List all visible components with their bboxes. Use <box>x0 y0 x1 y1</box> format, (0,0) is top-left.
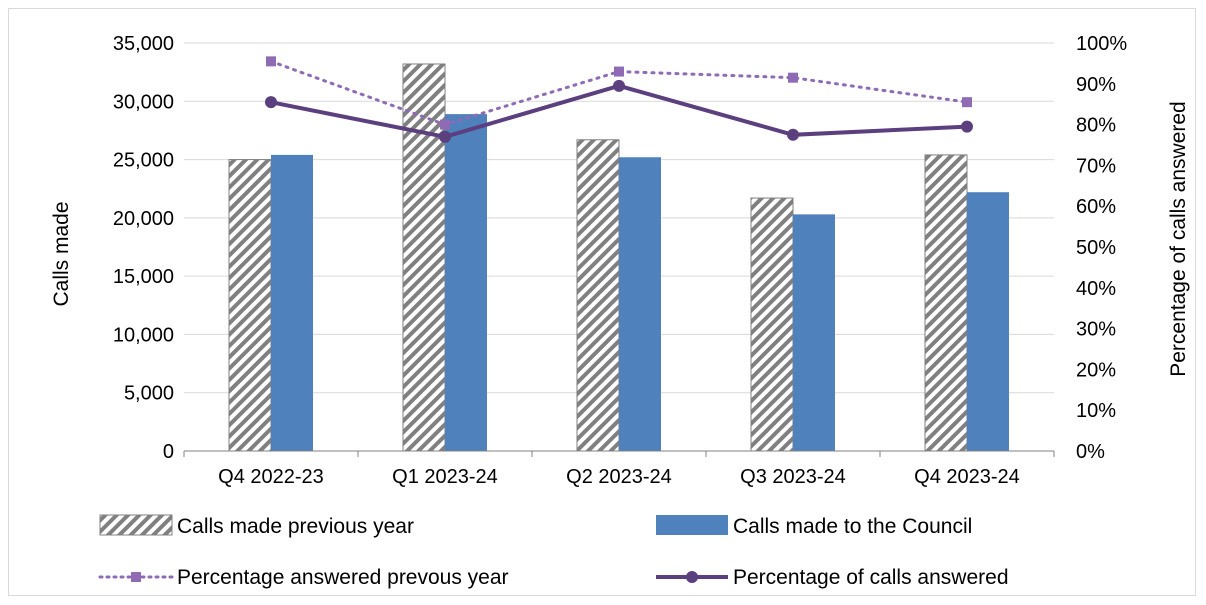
bar-calls-previous-year <box>228 159 272 452</box>
x-tick-label: Q2 2023-24 <box>566 466 672 488</box>
combo-chart: 0 5,000 10,000 15,000 20,000 25,000 30,000 35,0… <box>50 33 1190 589</box>
y2-tick-label: 40% <box>1076 278 1116 300</box>
y-tick-label: 30,000 <box>113 91 174 113</box>
marker-answered-previous-year <box>266 56 276 67</box>
legend-marker-calls-answered <box>686 571 698 583</box>
y2-axis-ticks: 0% 10% 20% 30% 40% 50% 60% 70% 80% 90% 100% <box>1076 33 1127 463</box>
y-tick-label: 15,000 <box>113 266 174 288</box>
y2-tick-label: 0% <box>1076 441 1105 463</box>
bar-calls-previous-year <box>924 154 968 452</box>
x-tick-label: Q1 2023-24 <box>392 466 498 488</box>
y2-tick-label: 100% <box>1076 33 1127 55</box>
x-axis-ticks: Q4 2022-23 Q1 2023-24 Q2 2023-24 Q3 2023-24… <box>183 451 1055 488</box>
y2-tick-label: 50% <box>1076 237 1116 259</box>
x-tick-label: Q4 2022-23 <box>218 466 324 488</box>
y2-tick-label: 30% <box>1076 319 1116 341</box>
bar-calls-council <box>967 192 1009 451</box>
legend-marker-answered-previous-year <box>131 572 141 582</box>
legend-label-calls-previous-year: Calls made previous year <box>177 515 414 538</box>
bar-calls-previous-year <box>750 197 794 452</box>
y2-tick-label: 90% <box>1076 74 1116 96</box>
marker-answered-previous-year <box>440 119 450 130</box>
y2-tick-label: 60% <box>1076 196 1116 218</box>
bar-calls-council <box>619 157 661 452</box>
marker-calls-answered <box>439 130 451 143</box>
chart-frame: 0 5,000 10,000 15,000 20,000 25,000 30,000 35,0… <box>8 8 1196 596</box>
legend-swatch-calls-previous-year <box>99 514 173 536</box>
marker-answered-previous-year <box>614 66 624 77</box>
marker-calls-answered <box>787 128 799 141</box>
y2-tick-label: 80% <box>1076 115 1116 137</box>
y-axis-title: Calls made <box>50 201 73 306</box>
x-tick-label: Q3 2023-24 <box>740 466 846 488</box>
y-tick-label: 0 <box>163 441 174 463</box>
y2-tick-label: 10% <box>1076 400 1116 422</box>
marker-calls-answered <box>613 79 625 92</box>
bar-calls-council <box>445 114 487 451</box>
y2-tick-label: 70% <box>1076 155 1116 177</box>
y-tick-label: 25,000 <box>113 150 174 172</box>
line-series <box>265 56 973 143</box>
legend-label-calls-answered: Percentage of calls answered <box>733 566 1009 589</box>
y-axis-ticks: 0 5,000 10,000 15,000 20,000 25,000 30,000 35,0… <box>113 33 174 463</box>
marker-calls-answered <box>961 120 973 133</box>
line-calls-answered <box>270 83 968 139</box>
marker-answered-previous-year <box>962 97 972 108</box>
y-tick-label: 35,000 <box>113 33 174 55</box>
legend-label-calls-council: Calls made to the Council <box>733 515 972 538</box>
y-tick-label: 5,000 <box>124 383 174 405</box>
bar-series <box>228 63 1009 452</box>
bar-calls-council <box>793 214 835 451</box>
bar-calls-previous-year <box>576 139 620 452</box>
legend: Calls made previous year Calls made to t… <box>98 514 1009 589</box>
legend-swatch-calls-council <box>656 515 728 535</box>
x-tick-label: Q4 2023-24 <box>914 466 1020 488</box>
marker-answered-previous-year <box>788 72 798 83</box>
legend-label-answered-previous-year: Percentage answered prevous year <box>177 566 509 589</box>
y-tick-label: 10,000 <box>113 324 174 346</box>
bar-calls-council <box>271 154 313 451</box>
y2-tick-label: 20% <box>1076 359 1116 381</box>
marker-calls-answered <box>265 96 277 109</box>
y-tick-label: 20,000 <box>113 208 174 230</box>
y2-axis-title: Percentage of calls answered <box>1167 101 1190 377</box>
